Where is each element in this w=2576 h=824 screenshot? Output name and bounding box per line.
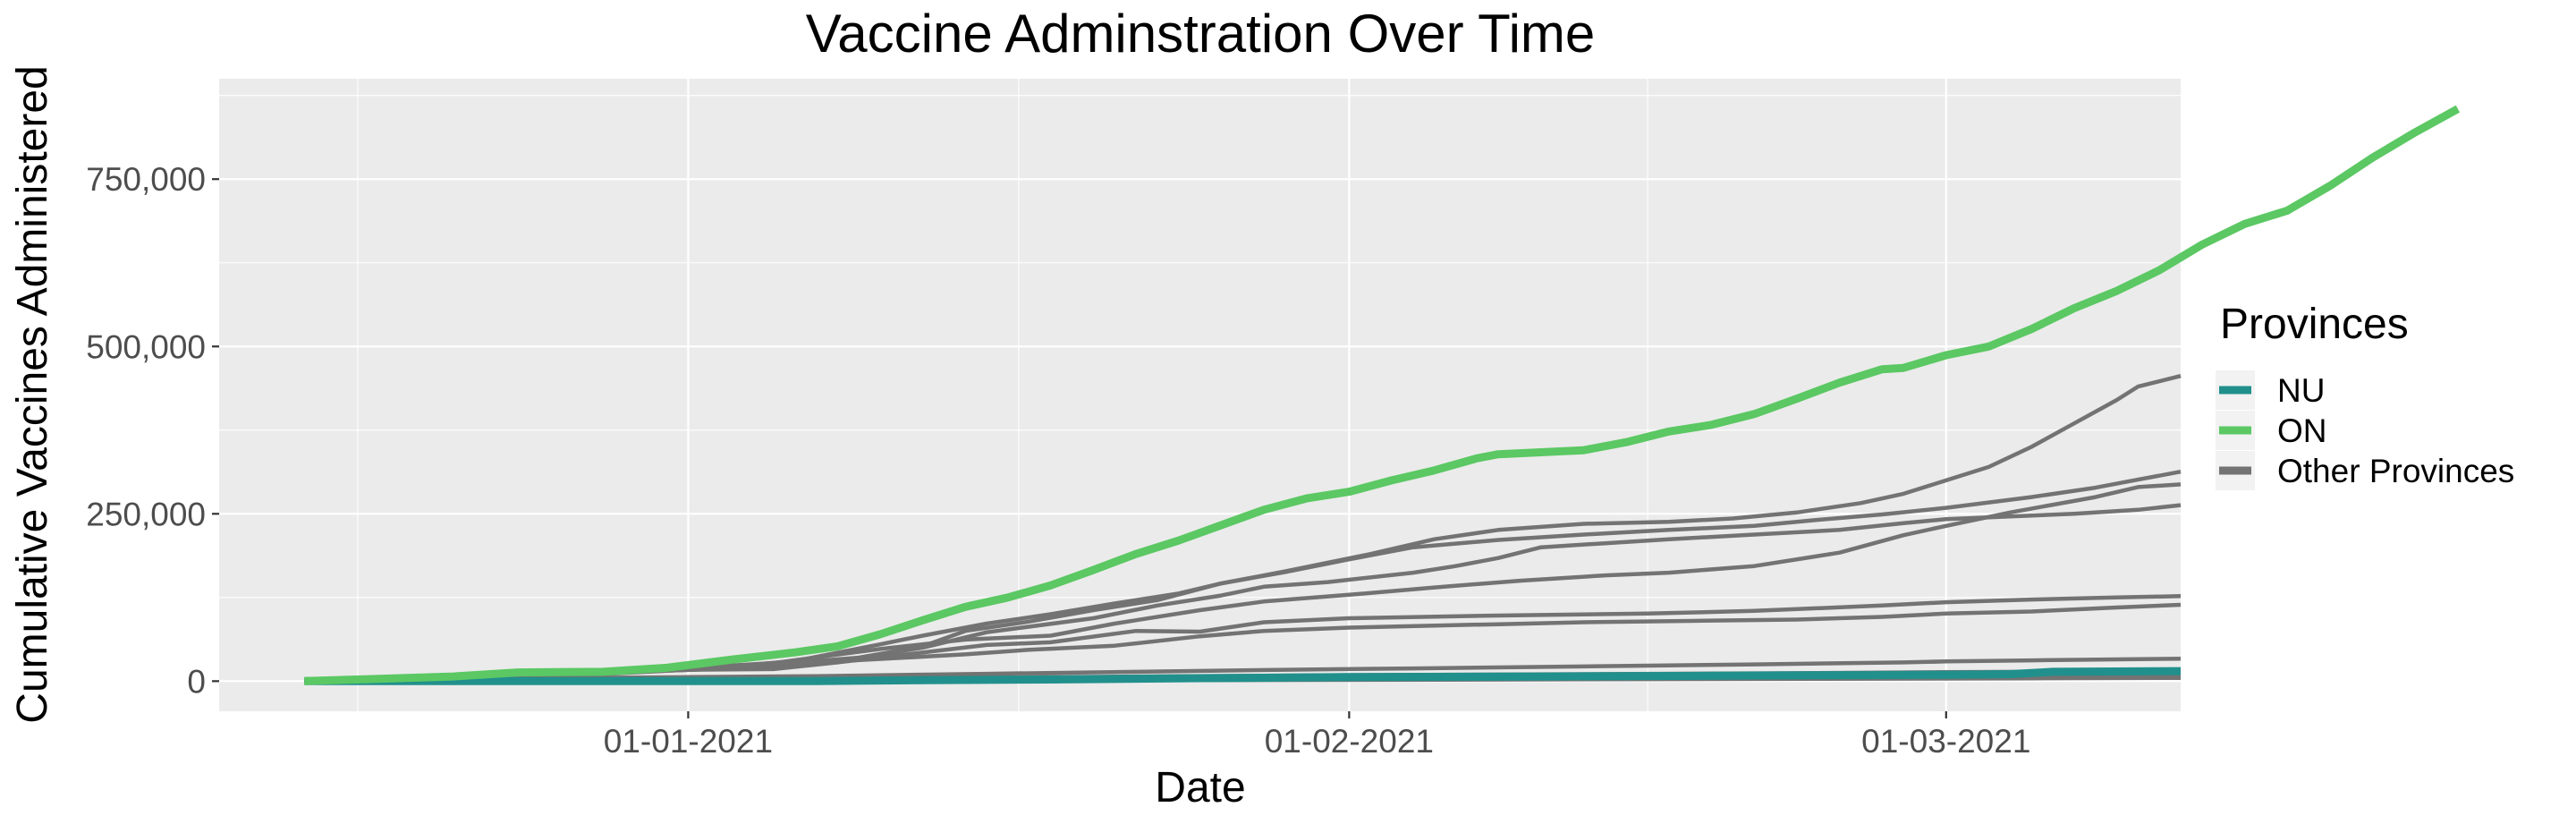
series-line-nu — [304, 667, 2182, 685]
legend-label: Other Provinces — [2277, 453, 2514, 489]
series-line-other-province — [304, 374, 2182, 684]
chart-title: Vaccine Adminstration Over Time — [806, 4, 1596, 64]
x-tick-label: 01-02-2021 — [1265, 723, 1434, 760]
x-tick-label: 01-03-2021 — [1861, 723, 2030, 760]
series-line-other-province — [304, 482, 2182, 684]
y-tick-label: 750,000 — [86, 161, 206, 198]
y-tick-label: 500,000 — [86, 328, 206, 365]
y-axis-title: Cumulative Vaccines Administered — [9, 65, 56, 723]
legend-label: NU — [2277, 372, 2325, 409]
x-tick-label: 01-01-2021 — [604, 723, 773, 760]
minor-grid — [219, 79, 2181, 711]
series-line-on — [304, 105, 2461, 685]
legend-label: ON — [2277, 412, 2327, 449]
x-axis-title: Date — [1155, 764, 1245, 811]
series-layer — [304, 105, 2461, 685]
legend-item: NU — [2216, 370, 2325, 410]
y-tick-label: 250,000 — [86, 496, 206, 532]
legend-title: Provinces — [2220, 301, 2409, 348]
x-axis: 01-01-2021 01-02-2021 01-03-2021 — [604, 711, 2030, 760]
legend-item: Other Provinces — [2216, 451, 2514, 490]
legend-item: ON — [2216, 411, 2327, 450]
y-axis: 0 250,000 500,000 750,000 — [86, 161, 219, 700]
y-tick-label: 0 — [187, 663, 206, 700]
